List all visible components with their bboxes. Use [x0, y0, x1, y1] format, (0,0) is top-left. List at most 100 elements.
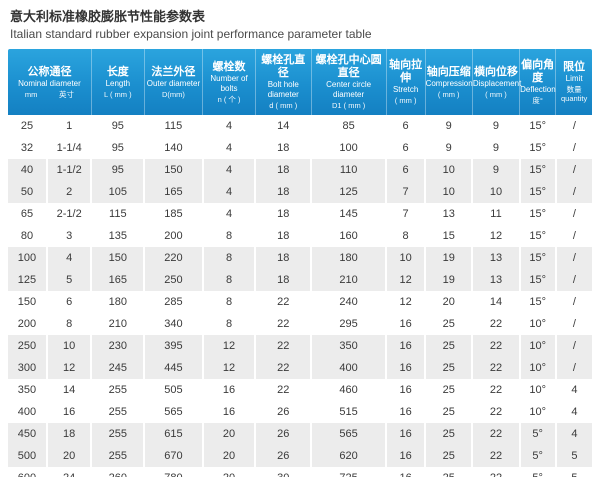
- table-cell: /: [554, 159, 592, 181]
- table-cell: 22: [471, 357, 520, 379]
- table-cell: 25: [424, 379, 473, 401]
- parameter-table: 公称通径 Nominal diameter mm 英寸 长度 Length L ( mm )…: [8, 49, 592, 477]
- table-cell: 5°: [518, 467, 556, 477]
- table-cell: 1: [45, 115, 92, 137]
- table-cell: 12: [385, 291, 426, 313]
- table-cell: 18: [45, 423, 92, 445]
- table-cell: 22: [471, 423, 520, 445]
- table-cell: 26: [254, 423, 312, 445]
- table-cell: 22: [254, 357, 312, 379]
- table-cell: 15°: [518, 137, 556, 159]
- table-cell: 12: [201, 335, 256, 357]
- table-cell: 8: [385, 225, 426, 247]
- table-cell: 19: [424, 269, 473, 291]
- column-header: 轴向压缩 Compression( mm ): [424, 49, 473, 115]
- table-cell: 16: [385, 423, 426, 445]
- table-cell: 200: [8, 313, 47, 335]
- table-cell: /: [554, 335, 592, 357]
- table-cell: 20: [201, 445, 256, 467]
- table-row: 6002426078020307251625225°5: [8, 467, 592, 477]
- column-header: 轴向拉伸 Stretch( mm ): [385, 49, 426, 115]
- table-cell: 115: [143, 115, 203, 137]
- table-cell: 150: [143, 159, 203, 181]
- table-row: 400 16 255 565 16 26 515 16 25 22 10° 4: [8, 401, 592, 423]
- table-cell: 18: [254, 181, 312, 203]
- table-cell: 13: [424, 203, 473, 225]
- table-header: 公称通径 Nominal diameter mm 英寸 长度 Length L ( mm )…: [8, 49, 592, 115]
- table-header-row: 公称通径 Nominal diameter mm 英寸 长度 Length L ( mm )…: [8, 49, 592, 115]
- table-cell: 180: [90, 291, 145, 313]
- table-cell: 4: [554, 423, 592, 445]
- table-cell: 14: [45, 379, 92, 401]
- table-row: 300 12 245 445 12 22 400 16 25 22 10° /: [8, 357, 592, 379]
- table-cell: 250: [8, 335, 47, 357]
- table-cell: 515: [310, 401, 387, 423]
- table-cell: 8: [201, 225, 256, 247]
- table-cell: 12: [201, 357, 256, 379]
- table-cell: 16: [385, 467, 426, 477]
- table-cell: 150: [90, 247, 145, 269]
- title-block: 意大利标准橡胶膨胀节性能参数表 Italian standard rubber …: [0, 0, 600, 47]
- table-cell: 100: [8, 247, 47, 269]
- table-cell: /: [554, 313, 592, 335]
- page-title-en: Italian standard rubber expansion joint …: [10, 27, 372, 41]
- table-cell: 14: [471, 291, 520, 313]
- table-cell: 9: [471, 115, 520, 137]
- table-cell: 2-1/2: [45, 203, 92, 225]
- table-cell: 230: [90, 335, 145, 357]
- table-cell: 145: [310, 203, 387, 225]
- table-cell: 95: [90, 159, 145, 181]
- table-cell: 22: [254, 379, 312, 401]
- table-cell: 4: [554, 379, 592, 401]
- table-cell: 22: [254, 335, 312, 357]
- column-header: 偏向角度 Deflection 度°: [519, 49, 556, 115]
- table-cell: 620: [310, 445, 387, 467]
- table-cell: 725: [310, 467, 387, 477]
- table-cell: 8: [201, 291, 256, 313]
- table-cell: 255: [90, 423, 145, 445]
- table-cell: 15°: [518, 181, 556, 203]
- table-cell: 250: [143, 269, 203, 291]
- table-cell: 16: [385, 335, 426, 357]
- table-cell: 400: [310, 357, 387, 379]
- table-cell: 16: [201, 379, 256, 401]
- table-cell: 25: [424, 335, 473, 357]
- table-cell: 1-1/2: [45, 159, 92, 181]
- page-title-zh: 意大利标准橡胶膨胀节性能参数表: [10, 10, 206, 25]
- table-cell: 15°: [518, 225, 556, 247]
- table-cell: 7: [385, 181, 426, 203]
- table-row: 25 1 95 115 4 14 85 6 9 9 15° /: [8, 115, 592, 137]
- table-cell: 240: [310, 291, 387, 313]
- table-cell: 22: [471, 335, 520, 357]
- table-cell: 165: [90, 269, 145, 291]
- table-cell: /: [554, 181, 592, 203]
- table-cell: 22: [471, 313, 520, 335]
- table-cell: 22: [471, 379, 520, 401]
- table-cell: 9: [424, 137, 473, 159]
- table-cell: 125: [310, 181, 387, 203]
- table-cell: /: [554, 357, 592, 379]
- table-cell: 15: [424, 225, 473, 247]
- table-row: 250 10 230 395 12 22 350 16 25 22 10° /: [8, 335, 592, 357]
- table-cell: 15°: [518, 247, 556, 269]
- table-cell: 25: [8, 115, 47, 137]
- table-cell: /: [554, 291, 592, 313]
- table-cell: 565: [143, 401, 203, 423]
- table-cell: 9: [471, 159, 520, 181]
- table-cell: 18: [254, 137, 312, 159]
- table-cell: 12: [385, 269, 426, 291]
- table-cell: 13: [471, 269, 520, 291]
- table-cell: 3: [45, 225, 92, 247]
- table-cell: 5°: [518, 445, 556, 467]
- table-cell: 445: [143, 357, 203, 379]
- table-cell: 285: [143, 291, 203, 313]
- table-cell: 4: [201, 159, 256, 181]
- table-cell: 10: [45, 335, 92, 357]
- table-cell: 6: [385, 159, 426, 181]
- table-cell: 100: [310, 137, 387, 159]
- table-cell: /: [554, 225, 592, 247]
- table-cell: 10: [385, 247, 426, 269]
- table-cell: 6: [385, 115, 426, 137]
- table-cell: 22: [254, 291, 312, 313]
